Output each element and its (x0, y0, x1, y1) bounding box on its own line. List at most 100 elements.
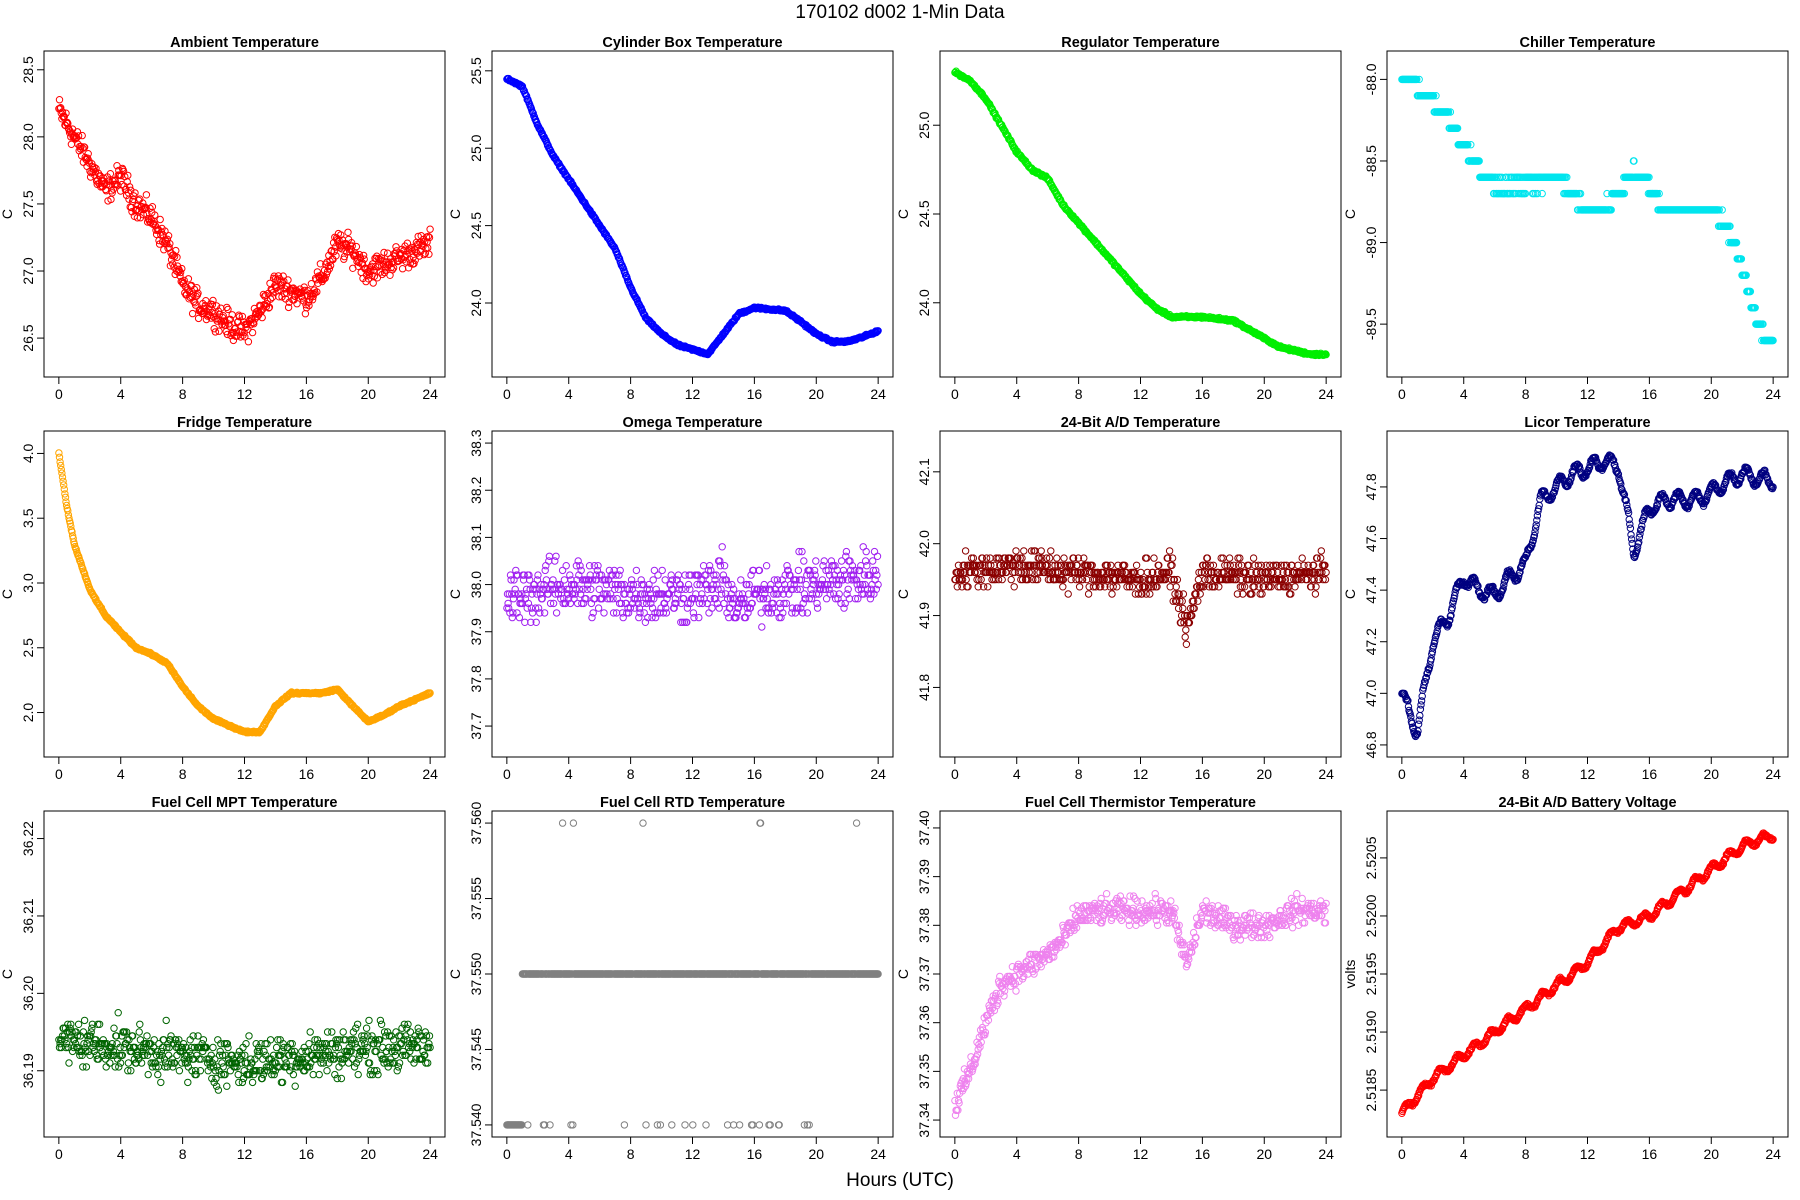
x-tick-label: 24 (422, 386, 438, 402)
data-point (1083, 575, 1091, 584)
x-tick-label: 12 (685, 386, 701, 402)
chart-title: Chiller Temperature (1520, 35, 1656, 51)
data-point (299, 288, 307, 296)
data-point (389, 264, 398, 272)
data-point (859, 543, 867, 551)
data-point (276, 286, 284, 294)
data-point (60, 481, 68, 489)
data-point (310, 286, 319, 294)
data-point (803, 609, 812, 617)
data-point (60, 485, 69, 493)
data-point (284, 276, 292, 284)
plot-frame (939, 50, 1342, 378)
data-point (355, 250, 364, 259)
data-point (874, 327, 882, 335)
data-point (313, 288, 321, 296)
data-point (1751, 304, 1759, 312)
data-point (415, 252, 424, 260)
data-point (600, 609, 608, 617)
data-point (224, 305, 232, 314)
data-point (388, 266, 397, 274)
data-point (1576, 189, 1585, 198)
data-point (55, 96, 64, 104)
data-point (812, 557, 820, 565)
data-point (244, 338, 253, 346)
data-point (302, 301, 310, 309)
x-tick-label: 24 (870, 386, 886, 402)
data-point (705, 609, 713, 617)
y-tick-label: 37.9 (468, 618, 484, 645)
data-point (202, 297, 210, 305)
data-point (1533, 189, 1542, 198)
data-point (632, 566, 641, 575)
data-point (279, 272, 287, 280)
x-tick-label: 12 (1580, 766, 1596, 782)
y-tick-label: 37.8 (468, 665, 484, 692)
data-point (108, 189, 116, 197)
x-tick-label: 12 (237, 386, 253, 402)
data-point (124, 171, 132, 180)
x-tick-label: 24 (1318, 766, 1334, 782)
data-point (285, 298, 293, 306)
data-point (1010, 583, 1018, 591)
data-point (209, 313, 218, 321)
y-axis-label: C (895, 209, 911, 219)
data-point (1746, 287, 1755, 296)
data-point (695, 613, 703, 622)
data-point (813, 604, 822, 612)
data-point (862, 547, 870, 556)
data-point (84, 150, 92, 158)
data-point (410, 259, 418, 268)
data-series (1398, 75, 1777, 345)
data-point (128, 208, 136, 216)
data-point (1446, 108, 1455, 116)
data-point (235, 313, 244, 321)
data-point (1166, 583, 1174, 591)
data-point (720, 562, 729, 570)
data-point (1194, 575, 1203, 584)
x-tick-label: 0 (503, 386, 511, 402)
data-point (1718, 206, 1726, 214)
data-point (1181, 633, 1189, 641)
data-point (404, 264, 413, 272)
data-point (61, 490, 69, 498)
x-tick-label: 20 (808, 766, 824, 782)
data-point (1732, 238, 1741, 247)
data-point (1453, 124, 1462, 133)
data-point (1321, 350, 1330, 358)
x-tick-label: 20 (1256, 386, 1272, 402)
data-point (71, 544, 80, 553)
x-tick-label: 16 (1642, 766, 1658, 782)
data-point (65, 514, 73, 522)
y-tick-label: 24.5 (468, 212, 484, 239)
data-point (961, 547, 970, 555)
data-point (248, 328, 257, 337)
data-point (74, 132, 83, 140)
data-point (873, 327, 882, 336)
data-point (253, 312, 262, 321)
x-tick-label: 16 (1195, 386, 1211, 402)
y-tick-label: 47.2 (1363, 628, 1379, 655)
data-point (718, 543, 726, 551)
x-tick-label: 8 (1075, 766, 1083, 782)
x-tick-label: 0 (55, 766, 63, 782)
data-point (191, 301, 200, 309)
data-point (1172, 583, 1180, 591)
data-point (737, 576, 745, 584)
chart-title: Cylinder Box Temperature (602, 35, 782, 51)
y-tick-label: 47.0 (1363, 679, 1379, 706)
data-point (562, 562, 570, 570)
data-point (55, 449, 63, 457)
data-point (62, 498, 70, 506)
data-point (425, 233, 434, 242)
x-tick-label: 12 (237, 766, 253, 782)
x-tick-label: 20 (1703, 766, 1719, 782)
data-point (540, 609, 549, 617)
data-point (1432, 92, 1440, 100)
data-point (106, 170, 115, 178)
y-axis-label: C (447, 589, 463, 599)
y-tick-label: 26.5 (20, 324, 36, 351)
